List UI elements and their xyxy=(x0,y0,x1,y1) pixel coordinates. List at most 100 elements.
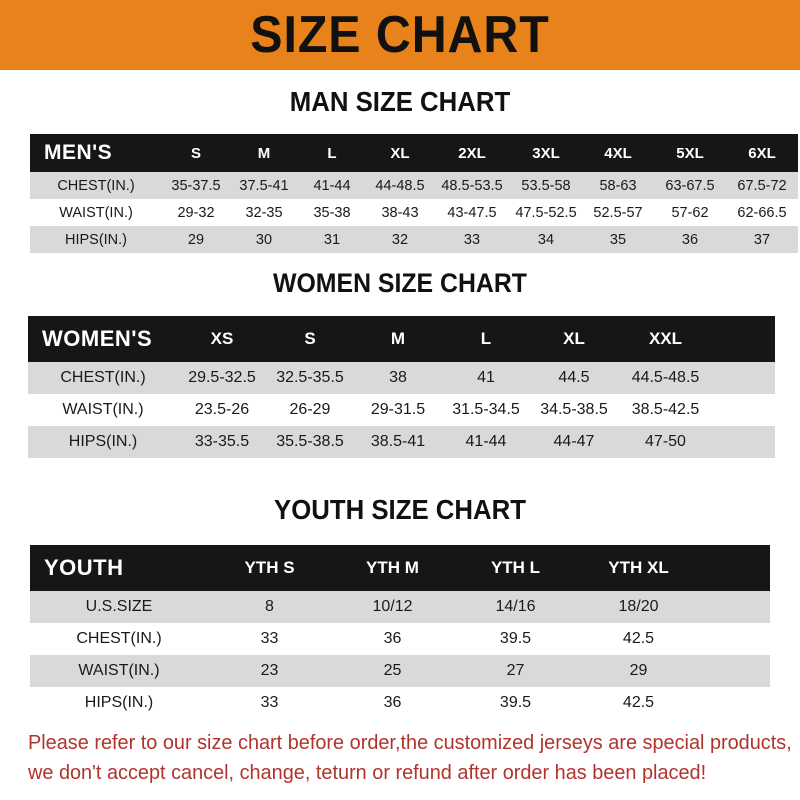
youth-chest-s: 33 xyxy=(260,630,279,647)
man-waist-3xl: 47.5-52.5 xyxy=(515,204,577,221)
women-chest-m: 38 xyxy=(389,369,407,386)
man-row-label-chest: CHEST(IN.) xyxy=(57,177,135,194)
man-waist-m: 32-35 xyxy=(245,204,283,221)
women-chest-xl: 44.5 xyxy=(558,369,590,386)
women-size-table: WOMEN'S XS S M L XL XXL CHEST(IN.) 29.5-… xyxy=(28,316,775,458)
women-waist-xxl: 38.5-42.5 xyxy=(631,401,700,418)
youth-ussize-m: 10/12 xyxy=(372,598,413,615)
man-waist-6xl: 62-66.5 xyxy=(737,204,787,221)
youth-waist-xl: 29 xyxy=(629,662,648,679)
man-chest-5xl: 63-67.5 xyxy=(665,177,715,194)
youth-size-table: YOUTH YTH S YTH M YTH L YTH XL U.S.SIZE … xyxy=(30,545,770,719)
women-header-label: WOMEN'S xyxy=(42,326,153,351)
youth-hips-xl: 42.5 xyxy=(622,694,655,711)
women-waist-spacer xyxy=(713,394,775,426)
man-chest-4xl: 58-63 xyxy=(599,177,637,194)
man-hips-xl: 32 xyxy=(391,231,409,248)
women-chest-spacer xyxy=(713,362,775,394)
youth-row-label-chest: CHEST(IN.) xyxy=(76,630,162,647)
women-hips-s: 35.5-38.5 xyxy=(276,433,344,450)
youth-ussize-l: 14/16 xyxy=(495,598,536,615)
women-header-spacer xyxy=(713,316,775,362)
man-hips-4xl: 35 xyxy=(609,231,627,248)
women-row-label-waist: WAIST(IN.) xyxy=(62,401,144,418)
women-row-label-chest: CHEST(IN.) xyxy=(60,369,146,386)
table-row: CHEST(IN.) 33 36 39.5 42.5 xyxy=(30,623,770,655)
women-waist-m: 29-31.5 xyxy=(370,401,426,418)
table-row: U.S.SIZE 8 10/12 14/16 18/20 xyxy=(30,591,770,623)
women-hips-m: 38.5-41 xyxy=(370,433,426,450)
women-hips-xl: 44-47 xyxy=(553,433,595,450)
table-row: HIPS(IN.) 33-35.5 35.5-38.5 38.5-41 41-4… xyxy=(28,426,775,458)
man-hips-2xl: 33 xyxy=(463,231,481,248)
women-header-size-xs: XS xyxy=(210,329,234,348)
page-title: SIZE CHART xyxy=(250,6,550,64)
man-header-size-2xl: 2XL xyxy=(458,144,486,162)
women-hips-xxl: 47-50 xyxy=(645,433,686,450)
youth-waist-s: 23 xyxy=(260,662,279,679)
women-hips-spacer xyxy=(713,426,775,458)
man-hips-3xl: 34 xyxy=(537,231,555,248)
youth-waist-spacer xyxy=(700,655,770,687)
youth-row-label-hips: HIPS(IN.) xyxy=(84,694,154,711)
women-chest-l: 41 xyxy=(477,369,495,386)
man-hips-5xl: 36 xyxy=(681,231,699,248)
youth-chest-m: 36 xyxy=(383,630,402,647)
man-chest-2xl: 48.5-53.5 xyxy=(441,177,503,194)
women-chest-s: 32.5-35.5 xyxy=(276,369,344,386)
footer-line-2: we don't accept cancel, change, teturn o… xyxy=(28,761,707,784)
youth-hips-m: 36 xyxy=(383,694,402,711)
man-chest-m: 37.5-41 xyxy=(239,177,289,194)
man-row-label-waist: WAIST(IN.) xyxy=(59,204,133,221)
youth-header-size-xl: YTH XL xyxy=(608,558,669,577)
man-header-size-3xl: 3XL xyxy=(532,144,560,162)
women-chest-xxl: 44.5-48.5 xyxy=(631,369,700,386)
man-waist-xl: 38-43 xyxy=(381,204,419,221)
women-header-size-l: L xyxy=(480,329,492,348)
section-title-man: MAN SIZE CHART xyxy=(289,86,511,117)
man-hips-m: 30 xyxy=(255,231,273,248)
youth-header-size-m: YTH M xyxy=(366,558,419,577)
footer-line-1: Please refer to our size chart before or… xyxy=(28,731,792,754)
man-chest-6xl: 67.5-72 xyxy=(737,177,787,194)
youth-ussize-spacer xyxy=(700,591,770,623)
man-hips-l: 31 xyxy=(323,231,341,248)
man-header-size-xl: XL xyxy=(390,144,410,162)
man-header-label: MEN'S xyxy=(44,141,113,164)
man-waist-l: 35-38 xyxy=(313,204,351,221)
table-row: WAIST(IN.) 23.5-26 26-29 29-31.5 31.5-34… xyxy=(28,394,775,426)
women-chest-xs: 29.5-32.5 xyxy=(188,369,256,386)
section-title-youth: YOUTH SIZE CHART xyxy=(274,494,526,525)
women-hips-l: 41-44 xyxy=(465,433,507,450)
man-chest-l: 41-44 xyxy=(313,177,351,194)
page-banner: SIZE CHART xyxy=(0,0,800,70)
man-header-size-m: M xyxy=(257,144,271,162)
table-row: HIPS(IN.) 33 36 39.5 42.5 xyxy=(30,687,770,719)
youth-header-label: YOUTH xyxy=(44,555,124,580)
women-header-size-xxl: XXL xyxy=(648,329,683,348)
man-table-header-row: MEN'S S M L XL 2XL 3XL 4XL 5XL 6XL xyxy=(30,134,798,172)
women-row-label-hips: HIPS(IN.) xyxy=(68,433,138,450)
footer-disclaimer: Please refer to our size chart before or… xyxy=(28,728,792,788)
table-row: CHEST(IN.) 29.5-32.5 32.5-35.5 38 41 44.… xyxy=(28,362,775,394)
man-header-size-6xl: 6XL xyxy=(748,144,776,162)
women-waist-s: 26-29 xyxy=(289,401,331,418)
man-waist-5xl: 57-62 xyxy=(671,204,709,221)
table-row: HIPS(IN.) 29 30 31 32 33 34 35 36 37 xyxy=(30,226,798,253)
man-waist-s: 29-32 xyxy=(177,204,215,221)
youth-hips-s: 33 xyxy=(260,694,279,711)
man-row-label-hips: HIPS(IN.) xyxy=(64,231,128,248)
women-hips-xs: 33-35.5 xyxy=(194,433,250,450)
section-title-women: WOMEN SIZE CHART xyxy=(273,268,527,298)
man-chest-3xl: 53.5-58 xyxy=(521,177,571,194)
women-header-size-s: S xyxy=(304,329,316,348)
man-chest-xl: 44-48.5 xyxy=(375,177,425,194)
youth-header-spacer xyxy=(700,545,770,591)
man-chest-s: 35-37.5 xyxy=(171,177,221,194)
youth-chest-spacer xyxy=(700,623,770,655)
table-row: CHEST(IN.) 35-37.5 37.5-41 41-44 44-48.5… xyxy=(30,172,798,199)
table-row: WAIST(IN.) 29-32 32-35 35-38 38-43 43-47… xyxy=(30,199,798,226)
man-header-size-s: S xyxy=(190,144,201,162)
youth-ussize-xl: 18/20 xyxy=(618,598,659,615)
